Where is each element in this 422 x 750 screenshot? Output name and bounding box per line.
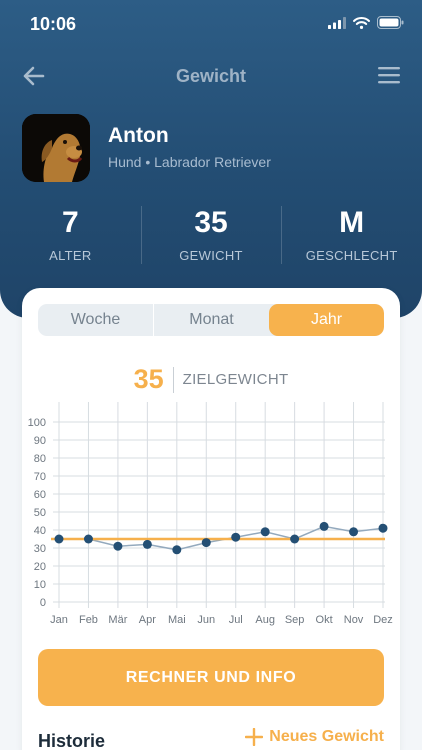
data-point (290, 534, 300, 544)
target-value: 35 (133, 364, 164, 394)
dog-photo (22, 114, 90, 182)
y-tick-label: 10 (34, 579, 46, 591)
x-tick-label: Nov (344, 614, 364, 626)
y-tick-label: 50 (34, 507, 46, 519)
pet-description: Hund • Labrador Retriever (108, 154, 271, 170)
y-tick-label: 20 (34, 561, 46, 573)
y-tick-label: 90 (34, 435, 46, 447)
history-title: Historie (38, 731, 106, 750)
stat-sex: M GESCHLECHT (281, 200, 422, 272)
tab-year[interactable]: Jahr (269, 304, 384, 336)
stat-weight: 35 GEWICHT (140, 200, 282, 272)
battery-icon (377, 16, 404, 29)
x-tick-label: Mai (168, 614, 186, 626)
x-tick-label: Feb (79, 614, 98, 626)
x-tick-label: Mär (108, 614, 127, 626)
data-point (54, 534, 64, 544)
stat-label: GESCHLECHT (305, 248, 398, 263)
calculator-info-button[interactable]: RECHNER UND INFO (38, 649, 384, 706)
x-tick-label: Sep (285, 614, 305, 626)
add-weight-label: Neues Gewicht (269, 728, 384, 745)
signal-icon (328, 16, 346, 29)
data-point (378, 523, 388, 533)
data-point (113, 541, 123, 551)
data-point (142, 539, 152, 549)
y-tick-label: 40 (34, 525, 46, 537)
status-bar: 10:06 (0, 0, 422, 50)
x-tick-label: Jul (229, 614, 243, 626)
x-tick-label: Dez (373, 614, 393, 626)
y-tick-label: 0 (40, 597, 46, 609)
data-point (201, 538, 211, 548)
y-tick-label: 60 (34, 489, 46, 501)
stat-value: 35 (194, 206, 228, 239)
x-tick-label: Apr (139, 614, 156, 626)
add-weight-button[interactable]: Neues Gewicht (245, 728, 384, 746)
y-tick-label: 30 (34, 543, 46, 555)
pet-name: Anton (108, 124, 169, 147)
data-point (83, 534, 93, 544)
y-tick-label: 70 (34, 471, 46, 483)
data-point (231, 532, 241, 542)
y-tick-label: 80 (34, 453, 46, 465)
status-icons (328, 16, 404, 29)
stat-label: GEWICHT (179, 248, 243, 263)
page-title: Gewicht (175, 66, 246, 86)
weight-card: Woche Monat Jahr 35 ZIELGEWICHT 0 10 20 30 4… (22, 288, 400, 750)
period-selector: Woche Monat Jahr (38, 304, 384, 336)
x-tick-label: Jan (50, 614, 68, 626)
nav-bar: Gewicht (0, 52, 422, 100)
tab-week[interactable]: Woche (70, 311, 121, 328)
menu-icon[interactable] (376, 64, 402, 86)
avatar[interactable] (22, 114, 90, 182)
weight-series-line (59, 525, 384, 551)
target-weight: 35 ZIELGEWICHT (22, 364, 400, 395)
data-point (260, 527, 270, 537)
tab-month[interactable]: Monat (153, 304, 269, 336)
wifi-icon (353, 16, 370, 29)
status-time: 10:06 (30, 14, 77, 34)
stat-age: 7 ALTER (0, 200, 141, 272)
data-point (172, 545, 182, 555)
x-tick-label: Aug (255, 614, 275, 626)
data-point (319, 521, 329, 531)
target-label: ZIELGEWICHT (182, 371, 289, 388)
x-tick-label: Okt (316, 614, 333, 626)
stat-value: M (339, 206, 365, 239)
stats-row: 7 ALTER 35 GEWICHT M GESCHLECHT (0, 200, 422, 272)
plus-icon (245, 728, 264, 746)
y-tick-label: 100 (28, 417, 46, 429)
data-point (349, 527, 359, 537)
stat-value: 7 (61, 206, 79, 239)
stat-label: ALTER (49, 248, 92, 263)
x-tick-label: Jun (197, 614, 215, 626)
target-divider (172, 366, 174, 393)
back-arrow-icon[interactable] (20, 62, 48, 90)
